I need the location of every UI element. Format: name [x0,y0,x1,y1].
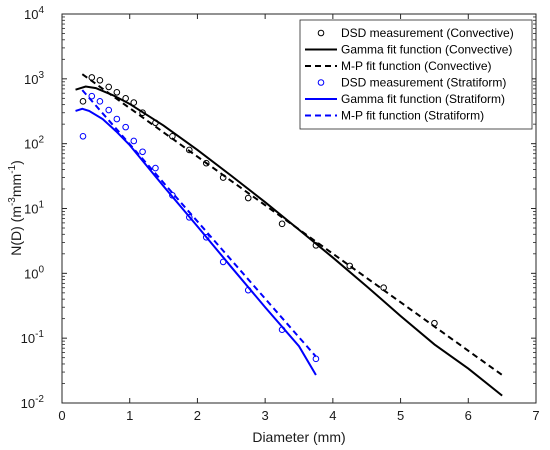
dsd-measurement-convective-point [79,98,87,105]
legend-label-dsd-measurement-convective: DSD measurement (Convective) [341,26,514,40]
dsd-measurement-stratiform-point [88,92,96,100]
dsd-measurement-convective-point [244,194,252,202]
dsd-measurement-stratiform-point [186,214,193,221]
x-axis-label: Diameter (mm) [252,429,345,445]
y-axis-label-base: N(D) (m [8,206,24,256]
legend-box [299,19,533,130]
dsd-measurement-convective-point [202,159,210,167]
m-p-fit-function-stratiform-line [81,89,317,358]
x-tick-label: 6 [465,408,472,423]
gamma-fit-function-convective-line [75,85,503,397]
dsd-measurement-stratiform-point [122,123,129,131]
dsd-measurement-stratiform-point [152,164,159,172]
dsd-measurement-stratiform-point [139,148,146,156]
y-tick-label: 103 [24,70,44,87]
legend-label-dsd-measurement-stratiform: DSD measurement (Stratiform) [341,76,506,90]
y-axis-label-end: ) [8,160,24,165]
axis-ticks: 0 1 2 3 4 5 6 7 10-2 10-1 100 101 102 103 104 [21,5,540,423]
x-tick-label: 1 [126,408,133,423]
legend: DSD measurement (Convective) Gamma fit fu… [299,19,533,130]
x-tick-label: 4 [329,408,336,423]
y-tick-label: 102 [24,135,44,152]
legend-label-gamma-fit-function-stratiform: Gamma fit function (Stratiform) [341,92,505,106]
m-p-fit-function-convective-line [81,73,503,376]
dsd-measurement-stratiform-point [79,132,87,140]
gamma-fit-function-stratiform-line [75,107,317,376]
y-axis-label-exp2: -1 [7,164,18,173]
series-layer [75,73,503,397]
dsd-measurement-stratiform-point [202,233,210,241]
x-tick-label: 2 [194,408,201,423]
dsd-measurement-stratiform-point [96,98,104,105]
legend-marker-dsd-measurement-stratiform [317,79,325,86]
dsd-measurement-stratiform-point [113,115,121,123]
legend-label-m-p-fit-function-convective: M-P fit function (Convective) [341,59,492,73]
y-axis-label-exp1: -3 [7,197,18,206]
legend-label-m-p-fit-function-stratiform: M-P fit function (Stratiform) [341,109,484,123]
dsd-measurement-convective-point [139,109,146,117]
x-tick-label: 3 [262,408,269,423]
dsd-measurement-convective-point [96,76,104,84]
y-tick-label: 100 [24,264,44,281]
y-tick-label: 101 [24,200,44,217]
y-tick-label: 10-2 [21,394,45,411]
y-axis-label-mid: mm [8,174,24,197]
dsd-measurement-convective-point [278,220,286,228]
dsd-measurement-convective-point [113,88,121,96]
dsd-measurement-convective-point [105,83,113,91]
legend-marker-dsd-measurement-convective [317,29,325,37]
dsd-measurement-convective-point [186,146,193,154]
y-tick-label: 104 [24,5,44,22]
y-axis-label: N(D) (m-3mm-1) [7,160,24,256]
x-tick-label: 7 [532,408,539,423]
y-tick-label: 10-1 [21,329,45,346]
x-tick-label: 0 [58,408,65,423]
dsd-measurement-stratiform-point [105,106,113,114]
x-tick-label: 5 [397,408,404,423]
dsd-measurement-stratiform-point [130,137,138,145]
legend-entries: DSD measurement (Convective) Gamma fit fu… [305,26,514,123]
legend-label-gamma-fit-function-convective: Gamma fit function (Convective) [341,43,512,57]
dsd-measurement-convective-point [346,262,354,270]
